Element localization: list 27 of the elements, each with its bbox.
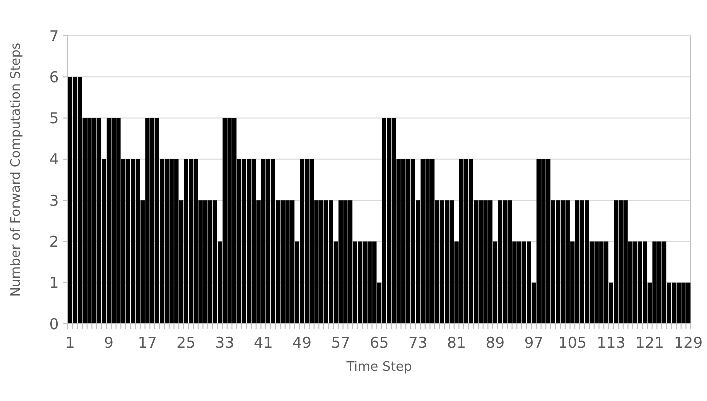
x-tick-label: 105 [558, 334, 587, 352]
y-tick-label: 0 [49, 315, 59, 334]
y-tick-label: 1 [49, 274, 59, 292]
x-tick-label: 25 [176, 334, 196, 352]
x-tick-label: 9 [104, 334, 114, 352]
x-tick-label: 57 [331, 334, 350, 352]
y-tick-label: 2 [49, 232, 59, 251]
x-axis-title: Time Step [346, 360, 412, 375]
y-tick-label: 4 [49, 150, 59, 169]
x-tick-label: 41 [254, 334, 274, 352]
y-tick-label: 6 [49, 68, 59, 86]
x-tick-label: 129 [674, 334, 703, 352]
x-tick-label: 49 [292, 334, 312, 352]
x-tick-label: 97 [524, 334, 544, 352]
x-tick-label: 121 [636, 334, 664, 352]
x-tick-label: 73 [408, 334, 428, 352]
x-tick-label: 1 [66, 334, 76, 352]
x-tick-label: 33 [215, 334, 235, 352]
y-tick-label: 3 [49, 192, 59, 210]
y-axis-title: Number of Forward Computation Steps [9, 42, 24, 298]
x-tick-label: 65 [370, 334, 390, 352]
y-tick-label: 5 [49, 110, 59, 128]
x-tick-label: 113 [596, 334, 626, 352]
x-tick-label: 89 [486, 334, 505, 352]
y-tick-label: 7 [49, 27, 59, 46]
x-tick-label: 17 [138, 334, 158, 352]
x-tick-label: 81 [447, 334, 466, 352]
